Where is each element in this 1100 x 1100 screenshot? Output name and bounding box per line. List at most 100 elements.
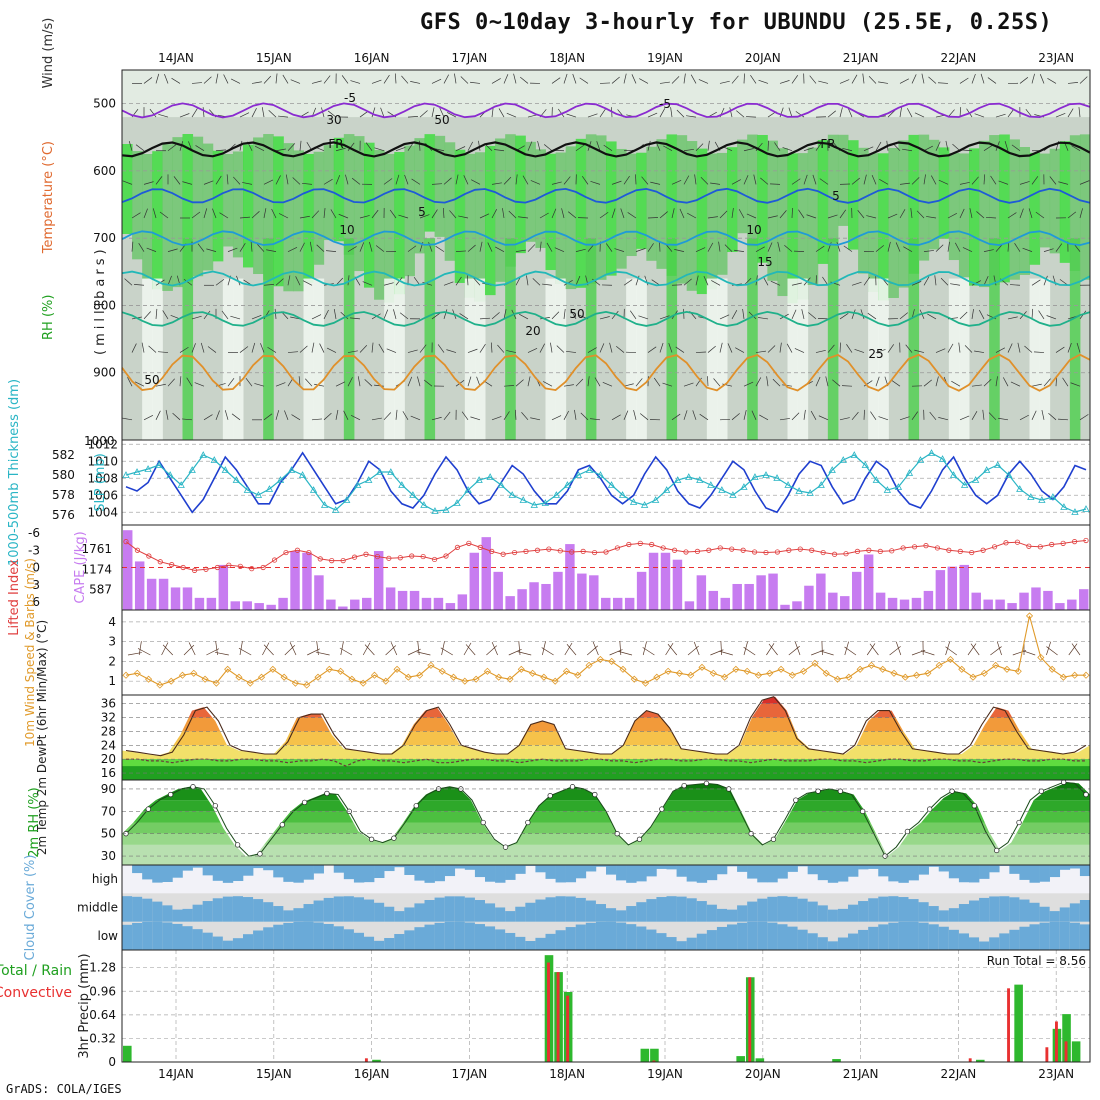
surface-wind-barb — [463, 642, 472, 656]
cloud-low-bar — [182, 926, 193, 950]
wind-barb — [686, 115, 697, 118]
cloud-middle-bar — [192, 904, 203, 922]
wind-barb — [263, 284, 274, 286]
wind-barb — [993, 275, 997, 286]
wind-barb — [138, 242, 145, 252]
wind-barb — [143, 208, 148, 219]
wind-barb — [959, 311, 968, 320]
wind-speed-point — [698, 663, 706, 671]
wind-speed-point — [641, 679, 650, 687]
wind-speed-point — [992, 661, 1000, 669]
cape-bar — [816, 573, 826, 610]
wind-barb — [950, 283, 961, 286]
cape-bar — [935, 570, 946, 610]
wind-barb — [851, 74, 858, 84]
wind-barb — [551, 208, 557, 219]
wind-barb — [719, 80, 730, 84]
wind-barb — [998, 417, 1009, 421]
wind-barb — [611, 414, 621, 421]
wind-barb — [822, 276, 829, 286]
precip-convective-bar — [364, 1058, 368, 1062]
rh-tick-label: 30 — [101, 849, 116, 863]
wind-barb — [447, 112, 457, 118]
wind-barb — [668, 342, 673, 353]
rh-shade — [797, 153, 809, 300]
rh-shade — [666, 134, 678, 276]
li-point — [191, 567, 198, 573]
wind-barb — [623, 149, 635, 152]
wind-speed-point — [822, 669, 830, 677]
cape-bar — [887, 597, 898, 610]
cloud-middle-bar — [979, 897, 990, 922]
cloud-low-bar — [222, 940, 234, 950]
wind-speed-point — [1048, 665, 1056, 673]
rh-shade — [132, 151, 143, 260]
wind-barb — [215, 278, 225, 286]
wind-barb — [251, 211, 260, 219]
wind-barb — [644, 275, 649, 286]
li-point — [626, 541, 632, 548]
thickness-point — [960, 481, 969, 488]
rh-shade — [989, 238, 1000, 440]
wind-barb — [422, 282, 433, 286]
wind-barb — [191, 343, 196, 353]
wind-barb — [839, 107, 843, 118]
rh-shade — [152, 151, 163, 290]
cloud-middle-bar — [1009, 897, 1020, 922]
rh-shade — [989, 135, 1000, 286]
precip-total-bar — [1071, 1041, 1081, 1062]
rh-shade — [858, 147, 869, 274]
wind-barb — [359, 110, 369, 118]
wind-barb — [442, 207, 445, 219]
cloud-low-bar — [293, 921, 304, 950]
wind-barb — [971, 410, 978, 420]
li-point — [374, 553, 381, 560]
li-point — [866, 547, 872, 553]
wind-barb — [961, 149, 973, 152]
wind-barb — [295, 276, 301, 286]
wind-barb — [903, 246, 913, 252]
wind-barb — [333, 309, 337, 319]
cape-bar — [875, 592, 886, 610]
wind-barb — [131, 241, 134, 252]
surface-wind-barb — [183, 644, 195, 656]
rh-shade — [727, 147, 738, 253]
wind-barb — [323, 208, 326, 219]
li-point — [443, 553, 449, 559]
wind-barb — [899, 312, 908, 320]
wind-barb — [1039, 74, 1045, 84]
wind-barb — [914, 349, 925, 353]
cloud-high-bar — [1029, 865, 1040, 883]
cloud-middle-bar — [172, 909, 183, 922]
wind-speed-point — [675, 669, 683, 677]
li-point — [969, 549, 975, 556]
precip-tick-label: 0.32 — [89, 1031, 116, 1045]
cloud-high-bar — [293, 865, 304, 883]
cloud-ylabel: Cloud Cover (%) — [23, 855, 38, 961]
wind-barb — [602, 381, 613, 387]
wind-barb — [298, 376, 301, 387]
wind-barb — [687, 212, 697, 219]
wind-barb — [350, 80, 361, 84]
thickness-point — [839, 456, 847, 463]
wind-speed-point — [619, 665, 627, 673]
wind-barb — [419, 344, 427, 353]
precip-total-bar — [736, 1056, 745, 1062]
wind-barb — [219, 212, 229, 219]
wind-barb — [186, 377, 193, 387]
date-label-top: 15JAN — [256, 51, 292, 65]
wind-barb — [923, 276, 930, 286]
wind-barb — [242, 182, 253, 185]
cloud-low-bar — [999, 933, 1010, 950]
cloud-high-bar — [1009, 865, 1020, 874]
wind-barb — [929, 411, 937, 421]
wind-barb — [519, 313, 529, 320]
wind-speed-point — [901, 673, 909, 681]
wind-barb — [911, 411, 919, 421]
wind-speed-point — [608, 657, 616, 665]
cloud-high-bar — [918, 865, 929, 875]
wind-barb — [692, 410, 697, 420]
thickness-point — [1005, 471, 1013, 478]
rh-shade — [243, 144, 254, 268]
